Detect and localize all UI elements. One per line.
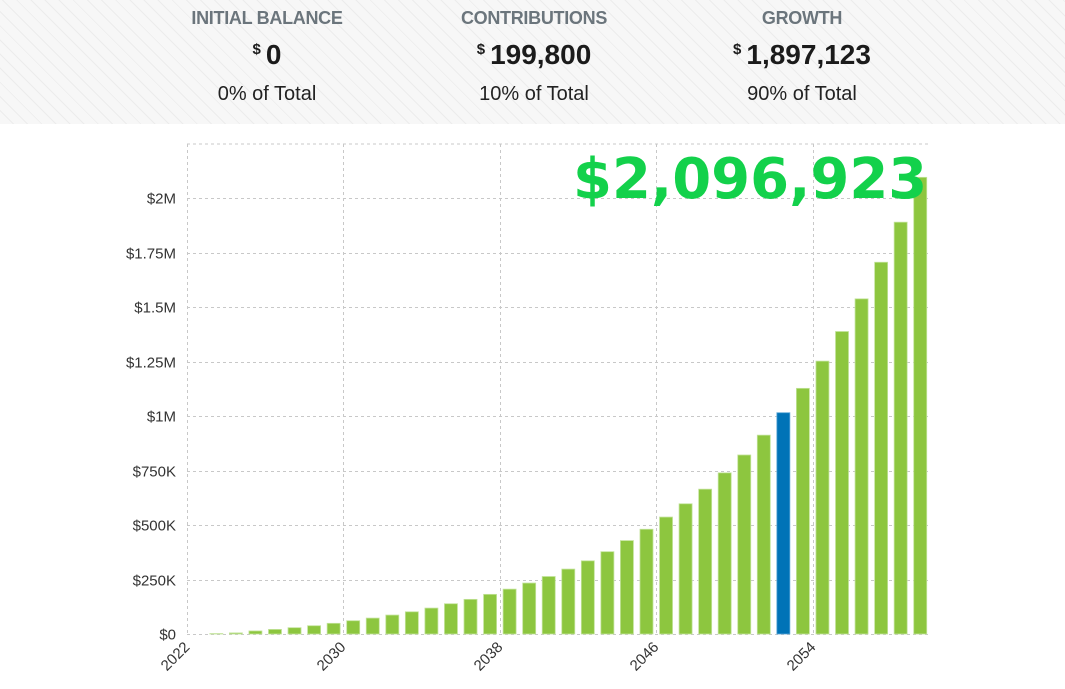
- stat-value: 0: [265, 39, 282, 70]
- bar[interactable]: [248, 630, 263, 635]
- initial-balance-stat: INITIAL BALANCE $0 0% of Total: [137, 8, 397, 106]
- y-tick-label: $2M: [147, 191, 176, 208]
- x-tick-label: 2054: [784, 639, 820, 675]
- contributions-stat: CONTRIBUTIONS $199,800 10% of Total: [404, 8, 664, 106]
- bar[interactable]: [404, 611, 419, 635]
- y-tick-label: $1.5M: [134, 300, 176, 317]
- bar[interactable]: [796, 387, 810, 635]
- bar[interactable]: [913, 176, 928, 635]
- summary-header: INITIAL BALANCE $0 0% of Total CONTRIBUT…: [0, 0, 1065, 124]
- bar[interactable]: [307, 625, 321, 635]
- bar[interactable]: [287, 627, 302, 635]
- x-tick-label: 2038: [471, 639, 507, 675]
- bar[interactable]: [698, 488, 713, 635]
- bar[interactable]: [600, 551, 615, 635]
- bar[interactable]: [717, 472, 732, 635]
- bar[interactable]: [639, 528, 654, 635]
- y-tick-label: $500K: [133, 518, 176, 535]
- y-tick-label: $250K: [133, 573, 176, 590]
- x-tick-label: 2030: [314, 639, 350, 675]
- bar[interactable]: [522, 582, 537, 635]
- currency-symbol: $: [733, 41, 742, 58]
- bars: [209, 176, 928, 635]
- stat-value: 1,897,123: [746, 39, 871, 70]
- bar[interactable]: [483, 593, 497, 635]
- stat-percent: 10% of Total: [479, 83, 589, 105]
- bar[interactable]: [561, 568, 576, 635]
- bar[interactable]: [268, 629, 282, 635]
- bar[interactable]: [424, 607, 439, 635]
- bar[interactable]: [737, 454, 752, 635]
- bar[interactable]: [815, 360, 830, 635]
- currency-symbol: $: [476, 41, 486, 58]
- stat-value: 199,800: [490, 39, 592, 70]
- stat-percent: 0% of Total: [217, 83, 317, 105]
- bar[interactable]: [228, 632, 243, 635]
- bar[interactable]: [346, 620, 361, 635]
- bar[interactable]: [502, 588, 517, 635]
- y-tick-label: $1.75M: [126, 246, 176, 263]
- bar[interactable]: [326, 622, 341, 635]
- bar[interactable]: [365, 617, 380, 635]
- bar[interactable]: [659, 516, 673, 635]
- bar[interactable]: [444, 603, 458, 635]
- bar[interactable]: [580, 560, 595, 635]
- bar[interactable]: [756, 434, 771, 635]
- stat-label: CONTRIBUTIONS: [460, 8, 608, 28]
- x-tick-label: 2022: [158, 639, 194, 675]
- bar[interactable]: [893, 221, 908, 635]
- stat-label: INITIAL BALANCE: [191, 8, 343, 28]
- bar[interactable]: [463, 598, 478, 635]
- bar[interactable]: [874, 261, 889, 635]
- x-axis: 2022 2030 2038 2046 2054: [158, 639, 820, 675]
- y-tick-label: $1M: [147, 409, 176, 426]
- y-axis: $0 $250K $500K $750K $1M $1.25M $1.5M $1.75M $2M: [126, 191, 176, 644]
- stat-label: GROWTH: [761, 8, 843, 28]
- y-tick-label: $1.25M: [126, 355, 176, 372]
- currency-symbol: $: [252, 41, 261, 58]
- bar[interactable]: [854, 298, 869, 635]
- bar[interactable]: [385, 614, 400, 635]
- bar-highlighted[interactable]: [776, 412, 791, 635]
- bar[interactable]: [678, 503, 693, 635]
- bar[interactable]: [835, 331, 849, 635]
- growth-stat: GROWTH $1,897,123 90% of Total: [672, 8, 932, 106]
- bar[interactable]: [541, 576, 556, 635]
- stat-percent: 90% of Total: [747, 83, 857, 105]
- y-tick-label: $0: [159, 627, 176, 644]
- x-tick-label: 2046: [627, 639, 663, 675]
- y-tick-label: $750K: [133, 464, 176, 481]
- bar[interactable]: [620, 540, 634, 635]
- chart-total-label: $2,096,923: [573, 147, 927, 212]
